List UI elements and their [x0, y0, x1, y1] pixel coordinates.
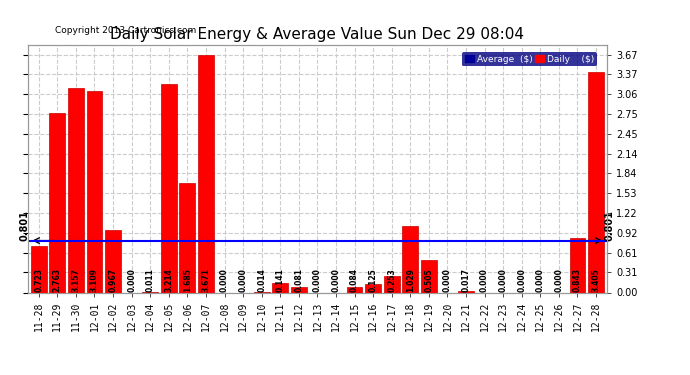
Text: 0.125: 0.125	[368, 268, 377, 292]
Text: 0.843: 0.843	[573, 268, 582, 292]
Bar	[291, 287, 307, 292]
Text: 0.017: 0.017	[462, 268, 471, 292]
Bar	[179, 183, 195, 292]
Text: 0.000: 0.000	[443, 268, 452, 292]
Legend: Average  ($), Daily    ($): Average ($), Daily ($)	[462, 52, 597, 66]
Bar	[86, 91, 102, 292]
Text: 3.214: 3.214	[164, 268, 173, 292]
Text: 0.801: 0.801	[20, 210, 30, 241]
Text: 0.081: 0.081	[295, 268, 304, 292]
Bar	[105, 230, 121, 292]
Text: 0.014: 0.014	[257, 268, 266, 292]
Bar	[365, 284, 381, 292]
Text: 3.157: 3.157	[71, 268, 81, 292]
Text: 0.000: 0.000	[127, 268, 136, 292]
Text: 0.011: 0.011	[146, 268, 155, 292]
Text: 0.000: 0.000	[536, 268, 545, 292]
Text: 0.253: 0.253	[387, 268, 396, 292]
Bar	[198, 55, 214, 292]
Text: 1.685: 1.685	[183, 268, 192, 292]
Bar	[50, 114, 66, 292]
Bar	[384, 276, 400, 292]
Text: 2.763: 2.763	[53, 268, 62, 292]
Text: 0.000: 0.000	[554, 268, 564, 292]
Text: 3.109: 3.109	[90, 268, 99, 292]
Text: 3.671: 3.671	[201, 268, 210, 292]
Text: 0.000: 0.000	[239, 268, 248, 292]
Text: 0.000: 0.000	[518, 268, 526, 292]
Text: 1.029: 1.029	[406, 268, 415, 292]
Text: 0.723: 0.723	[34, 268, 43, 292]
Text: 0.000: 0.000	[313, 268, 322, 292]
Text: 0.000: 0.000	[331, 268, 340, 292]
Text: 0.000: 0.000	[480, 268, 489, 292]
Text: 3.405: 3.405	[591, 268, 600, 292]
Bar	[68, 88, 83, 292]
Text: 0.084: 0.084	[350, 268, 359, 292]
Bar	[458, 291, 474, 292]
Text: 0.000: 0.000	[499, 268, 508, 292]
Bar	[161, 84, 177, 292]
Bar	[273, 284, 288, 292]
Text: 0.141: 0.141	[276, 268, 285, 292]
Text: Copyright 2013 Cartronics.com: Copyright 2013 Cartronics.com	[55, 26, 197, 35]
Text: 0.000: 0.000	[220, 268, 229, 292]
Bar	[569, 238, 585, 292]
Title: Daily Solar Energy & Average Value Sun Dec 29 08:04: Daily Solar Energy & Average Value Sun D…	[110, 27, 524, 42]
Bar	[402, 226, 418, 292]
Bar	[421, 260, 437, 292]
Bar	[346, 287, 362, 292]
Text: 0.801: 0.801	[605, 210, 615, 241]
Text: 0.967: 0.967	[108, 268, 117, 292]
Bar	[31, 246, 47, 292]
Text: 0.505: 0.505	[424, 268, 433, 292]
Bar	[588, 72, 604, 292]
